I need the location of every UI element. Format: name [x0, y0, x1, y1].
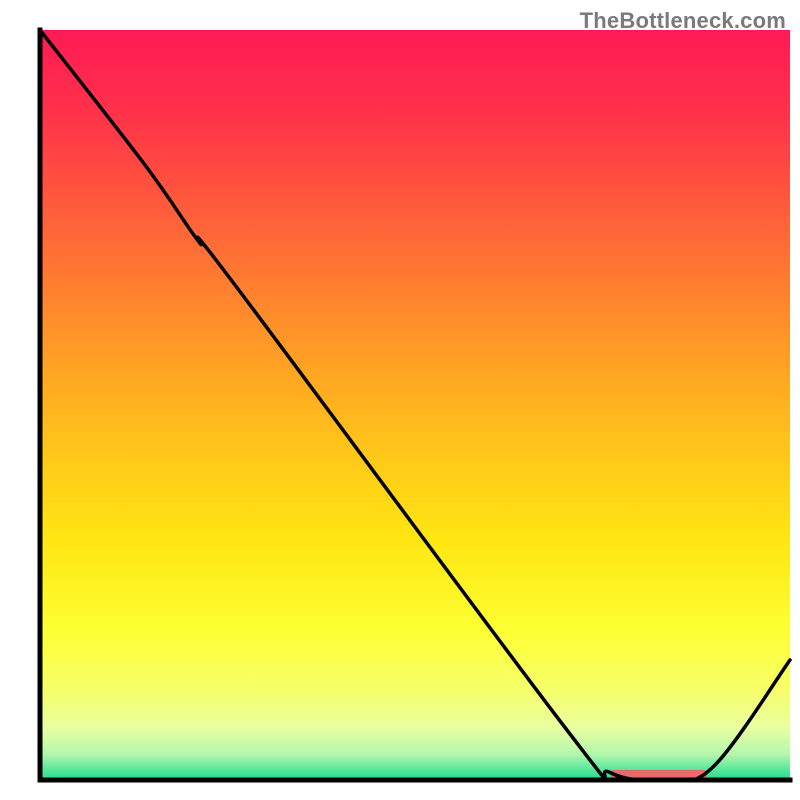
chart-background	[40, 30, 790, 780]
attribution-label: TheBottleneck.com	[580, 8, 786, 34]
bottleneck-chart	[0, 0, 800, 800]
chart-container: TheBottleneck.com	[0, 0, 800, 800]
